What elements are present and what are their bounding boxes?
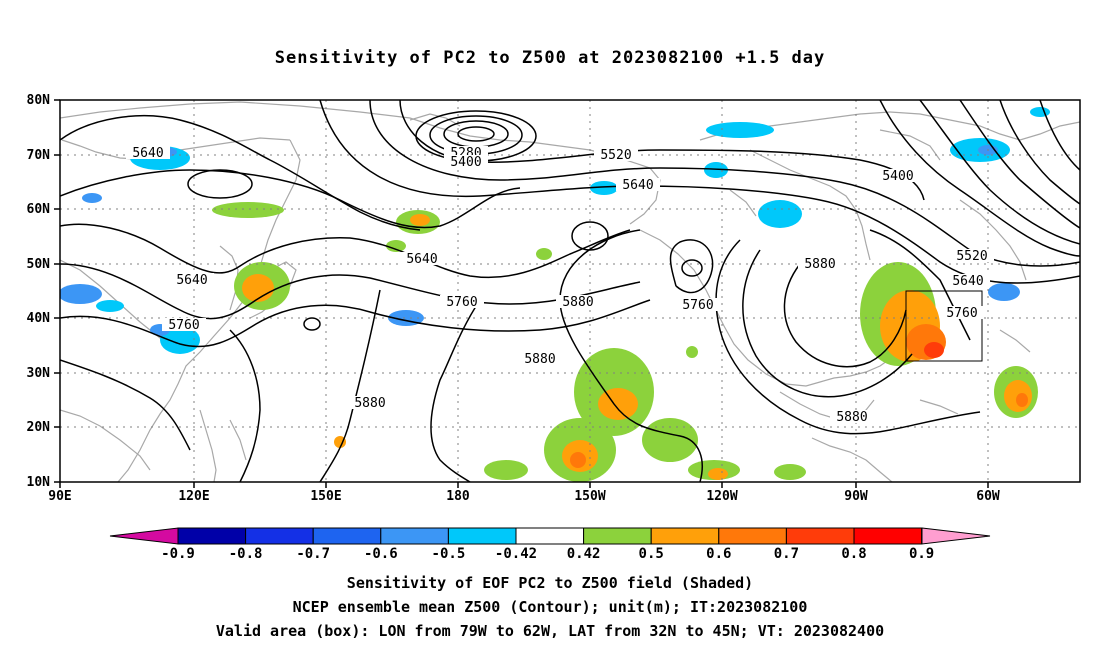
- contour-label: 5760: [946, 306, 977, 321]
- contour-label: 5760: [446, 295, 477, 310]
- contour-label: 5400: [450, 155, 481, 170]
- map-frame: [59, 99, 1081, 483]
- contour-label: 5640: [952, 274, 983, 289]
- contour-label: 5880: [524, 352, 555, 367]
- lat-label: 60N: [27, 202, 51, 217]
- colorbar-high-triangle: [921, 527, 991, 545]
- colorbar-segment: [853, 527, 923, 545]
- contour-label: 5400: [882, 169, 913, 184]
- contour-label: 5640: [406, 252, 437, 267]
- contour-label: 5520: [600, 148, 631, 163]
- colorbar-tick-label: -0.5: [432, 546, 466, 562]
- colorbar-low-triangle: [109, 527, 179, 545]
- lat-label: 10N: [27, 475, 51, 490]
- lon-label: 90E: [48, 489, 71, 504]
- colorbar-segment: [583, 527, 652, 545]
- valid-area-box: [905, 290, 983, 362]
- lon-label: 180: [446, 489, 470, 504]
- colorbar-segment: [447, 527, 517, 545]
- colorbar-tick-label: 0.5: [639, 546, 664, 562]
- colorbar-tick-label: -0.9: [161, 546, 195, 562]
- contour-label: 5640: [176, 273, 207, 288]
- colorbar-segment: [177, 527, 247, 545]
- colorbar-segment: [650, 527, 720, 545]
- colorbar: -0.9 -0.8 -0.7 -0.6 -0.5 -0.42 0.42 0.5 0.6 0.7 0.…: [109, 527, 991, 562]
- lon-label: 90W: [844, 489, 868, 504]
- contour-label: 5880: [804, 257, 835, 272]
- colorbar-segment: [245, 527, 314, 545]
- contour-labels: 5280 5400 5520 5640 5400 5640 5640 5640 …: [126, 146, 994, 425]
- lon-label: 120E: [178, 489, 209, 504]
- lon-label: 150W: [574, 489, 605, 504]
- lat-label: 40N: [27, 311, 51, 326]
- lat-label: 20N: [27, 420, 51, 435]
- contour-label: 5640: [622, 178, 653, 193]
- colorbar-tick-label: -0.6: [364, 546, 398, 562]
- colorbar-tick-label: 0.8: [841, 546, 866, 562]
- lat-label: 30N: [27, 366, 51, 381]
- colorbar-tick-label: -0.7: [296, 546, 330, 562]
- colorbar-segment: [380, 527, 449, 545]
- colorbar-tick-label: 0.9: [909, 546, 934, 562]
- colorbar-tick-label: -0.8: [229, 546, 263, 562]
- lon-label: 150E: [310, 489, 341, 504]
- contour-label: 5760: [168, 318, 199, 333]
- colorbar-segment: [515, 527, 585, 545]
- colorbar-segment: [718, 527, 787, 545]
- latitude-labels: 10N 20N 30N 40N 50N 60N 70N 80N: [27, 93, 51, 490]
- colorbar-segment: [312, 527, 382, 545]
- contour-label: 5880: [562, 295, 593, 310]
- lat-label: 50N: [27, 257, 51, 272]
- colorbar-tick-label: 0.6: [706, 546, 731, 562]
- longitude-labels: 90E 120E 150E 180 150W 120W 90W 60W: [48, 489, 1000, 504]
- caption-line-1: Sensitivity of EOF PC2 to Z500 field (Sh…: [346, 574, 754, 592]
- colorbar-tick-label: -0.42: [495, 546, 537, 562]
- lat-label: 80N: [27, 93, 51, 108]
- lon-label: 60W: [976, 489, 1000, 504]
- caption-line-3: Valid area (box): LON from 79W to 62W, L…: [215, 622, 885, 640]
- colorbar-tick-label: 0.7: [774, 546, 799, 562]
- contour-label: 5640: [132, 146, 163, 161]
- colorbar-segment: [785, 527, 855, 545]
- map-title: Sensitivity of PC2 to Z500 at 2023082100…: [274, 48, 826, 68]
- contour-label: 5880: [354, 396, 385, 411]
- lon-label: 120W: [706, 489, 737, 504]
- contour-label: 5880: [836, 410, 867, 425]
- colorbar-tick-label: 0.42: [567, 546, 601, 562]
- contour-label: 5760: [682, 298, 713, 313]
- contour-label: 5520: [956, 249, 987, 264]
- axis-ticks: [54, 99, 989, 488]
- caption-line-2: NCEP ensemble mean Z500 (Contour); unit(…: [292, 598, 808, 616]
- lat-label: 70N: [27, 148, 51, 163]
